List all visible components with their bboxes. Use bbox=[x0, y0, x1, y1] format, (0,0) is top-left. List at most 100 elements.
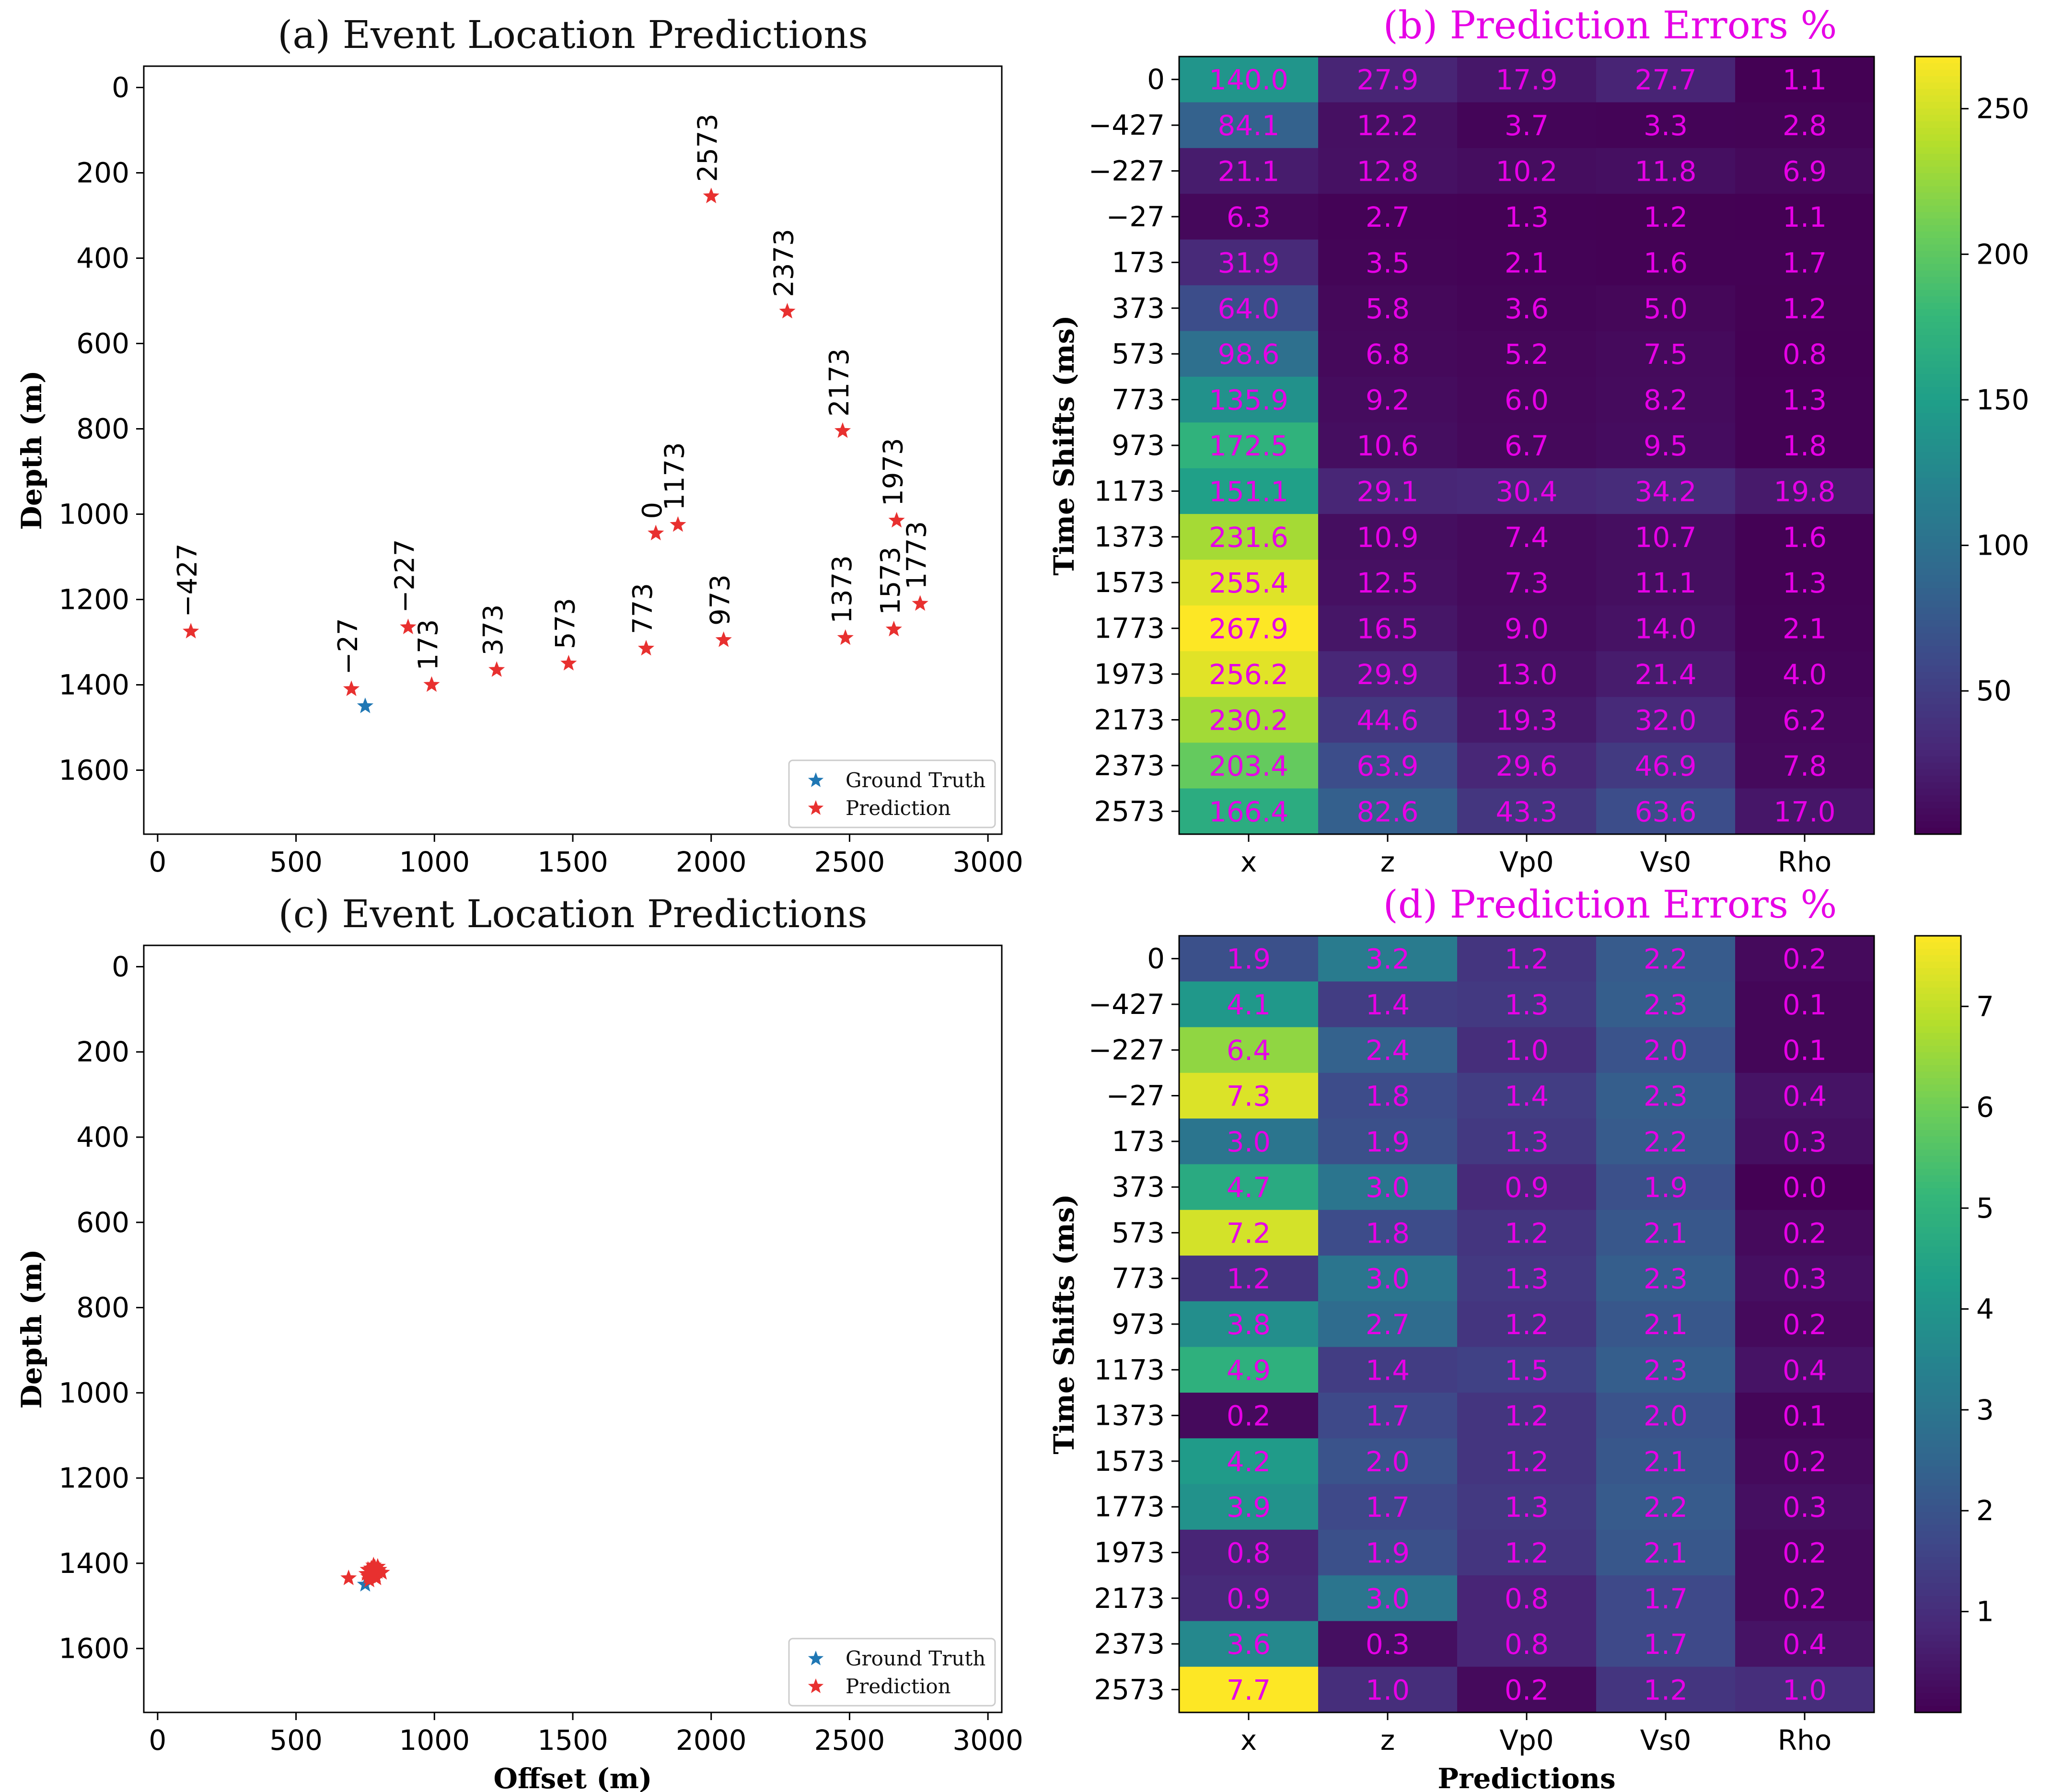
heatmap-cell bbox=[1596, 102, 1736, 149]
colorbar-segment bbox=[1915, 1182, 1961, 1189]
cell-value-label: 0.2 bbox=[1783, 943, 1827, 976]
colorbar-segment bbox=[1915, 614, 1961, 621]
heatmap-cell bbox=[1735, 1210, 1875, 1256]
colorbar-segment bbox=[1915, 691, 1961, 698]
cell-value-label: 1.4 bbox=[1366, 1354, 1410, 1386]
cell-value-label: 6.3 bbox=[1227, 201, 1271, 233]
row-label: 373 bbox=[1112, 292, 1165, 325]
heatmap-cell bbox=[1318, 1027, 1458, 1073]
colorbar-segment bbox=[1915, 523, 1961, 530]
chart-title: (c) Event Location Predictions bbox=[278, 892, 868, 936]
colorbar-segment bbox=[1915, 1227, 1961, 1234]
colorbar-segment bbox=[1915, 303, 1961, 310]
colorbar-segment bbox=[1915, 542, 1961, 550]
colorbar-segment bbox=[1915, 581, 1961, 589]
colorbar-segment bbox=[1915, 1473, 1961, 1480]
cell-value-label: 2.0 bbox=[1366, 1445, 1410, 1478]
cell-value-label: 0.3 bbox=[1783, 1263, 1827, 1295]
heatmap-cell bbox=[1318, 514, 1458, 560]
colorbar-segment bbox=[1915, 1117, 1961, 1124]
cell-value-label: 84.1 bbox=[1217, 109, 1279, 142]
colorbar-segment bbox=[1915, 988, 1961, 995]
prediction-marker bbox=[340, 1570, 357, 1585]
colorbar-segment bbox=[1915, 1233, 1961, 1241]
legend-entry: Ground Truth bbox=[846, 768, 985, 792]
scatter-panel-a: (a) Event Location Predictions 0 500 1000 15… bbox=[15, 12, 1023, 878]
heatmap-cell bbox=[1318, 697, 1458, 743]
heatmap-cell bbox=[1318, 1392, 1458, 1439]
colorbar-segment bbox=[1915, 270, 1961, 278]
prediction-marker bbox=[423, 676, 440, 692]
colorbar-segment bbox=[1915, 341, 1961, 349]
cell-value-label: 0.4 bbox=[1783, 1354, 1827, 1386]
colorbar-tick-label: 6 bbox=[1976, 1091, 1994, 1124]
colorbar-segment bbox=[1915, 1641, 1961, 1648]
colorbar-segment bbox=[1915, 465, 1961, 472]
colorbar-segment bbox=[1915, 1628, 1961, 1635]
cell-value-label: 4.2 bbox=[1227, 1445, 1271, 1478]
prediction-marker bbox=[670, 516, 686, 532]
cell-value-label: 1.7 bbox=[1644, 1628, 1688, 1661]
heatmap-cell bbox=[1596, 936, 1736, 982]
x-tick-label: 1000 bbox=[399, 1724, 470, 1757]
colorbar-segment bbox=[1915, 95, 1961, 103]
point-label: 1973 bbox=[878, 438, 909, 506]
x-tick-label: 2000 bbox=[676, 846, 747, 878]
cell-value-label: 27.7 bbox=[1634, 64, 1696, 96]
colorbar-segment bbox=[1915, 1317, 1961, 1325]
heatmap-cell bbox=[1457, 697, 1597, 743]
heatmap-cell bbox=[1457, 1301, 1597, 1348]
heatmap-cell bbox=[1735, 102, 1875, 149]
cell-value-label: 203.4 bbox=[1209, 750, 1288, 782]
colorbar-segment bbox=[1915, 322, 1961, 329]
cell-value-label: 82.6 bbox=[1356, 795, 1418, 828]
cell-value-label: 0.2 bbox=[1783, 1583, 1827, 1615]
heatmap-cell bbox=[1735, 1621, 1875, 1667]
colorbar-segment bbox=[1915, 568, 1961, 576]
colorbar-segment bbox=[1915, 477, 1961, 485]
cell-value-label: 1.2 bbox=[1505, 1445, 1549, 1478]
cell-value-label: 0.2 bbox=[1505, 1674, 1549, 1706]
heatmap-cell bbox=[1318, 1347, 1458, 1393]
colorbar-tick-label: 150 bbox=[1976, 384, 2029, 416]
chart-title: (d) Prediction Errors % bbox=[1383, 882, 1837, 927]
heatmap-cell bbox=[1596, 468, 1736, 514]
heatmap-cell bbox=[1179, 468, 1319, 514]
heatmap-cell bbox=[1735, 1301, 1875, 1348]
cell-value-label: 1.3 bbox=[1505, 989, 1549, 1021]
heatmap-cell bbox=[1457, 1484, 1597, 1530]
y-tick-label: 800 bbox=[76, 413, 129, 445]
heatmap-cell bbox=[1735, 468, 1875, 514]
heatmap-cell bbox=[1457, 1347, 1597, 1393]
colorbar-segment bbox=[1915, 413, 1961, 420]
cell-value-label: 1.8 bbox=[1366, 1080, 1410, 1113]
heatmap-cell bbox=[1596, 422, 1736, 469]
colorbar-segment bbox=[1915, 1583, 1961, 1590]
colorbar-segment bbox=[1915, 1706, 1961, 1713]
ground-truth-marker bbox=[357, 698, 374, 713]
colorbar-segment bbox=[1915, 257, 1961, 265]
colorbar-segment bbox=[1915, 115, 1961, 122]
colorbar-segment bbox=[1915, 503, 1961, 511]
colorbar-segment bbox=[1915, 160, 1961, 167]
colorbar-segment bbox=[1915, 607, 1961, 615]
colorbar-segment bbox=[1915, 1221, 1961, 1228]
legend-marker bbox=[808, 772, 824, 787]
colorbar-segment bbox=[1915, 1512, 1961, 1519]
heatmap-cell bbox=[1318, 1621, 1458, 1667]
cell-value-label: 0.8 bbox=[1505, 1583, 1549, 1615]
point-label: 1773 bbox=[902, 521, 933, 590]
colorbar-segment bbox=[1915, 510, 1961, 517]
point-label: 2573 bbox=[693, 114, 724, 182]
row-label: 573 bbox=[1112, 1216, 1165, 1249]
prediction-marker bbox=[703, 187, 719, 203]
y-tick-label: 1600 bbox=[58, 754, 129, 787]
cell-value-label: 1.9 bbox=[1366, 1536, 1410, 1569]
y-tick-label: 1400 bbox=[58, 669, 129, 701]
cell-value-label: 2.2 bbox=[1644, 1491, 1688, 1524]
colorbar-segment bbox=[1915, 652, 1961, 660]
cell-value-label: 11.8 bbox=[1634, 155, 1696, 188]
row-label: 573 bbox=[1112, 337, 1165, 370]
colorbar-tick-label: 4 bbox=[1976, 1292, 1994, 1325]
cell-value-label: 1.2 bbox=[1505, 943, 1549, 976]
